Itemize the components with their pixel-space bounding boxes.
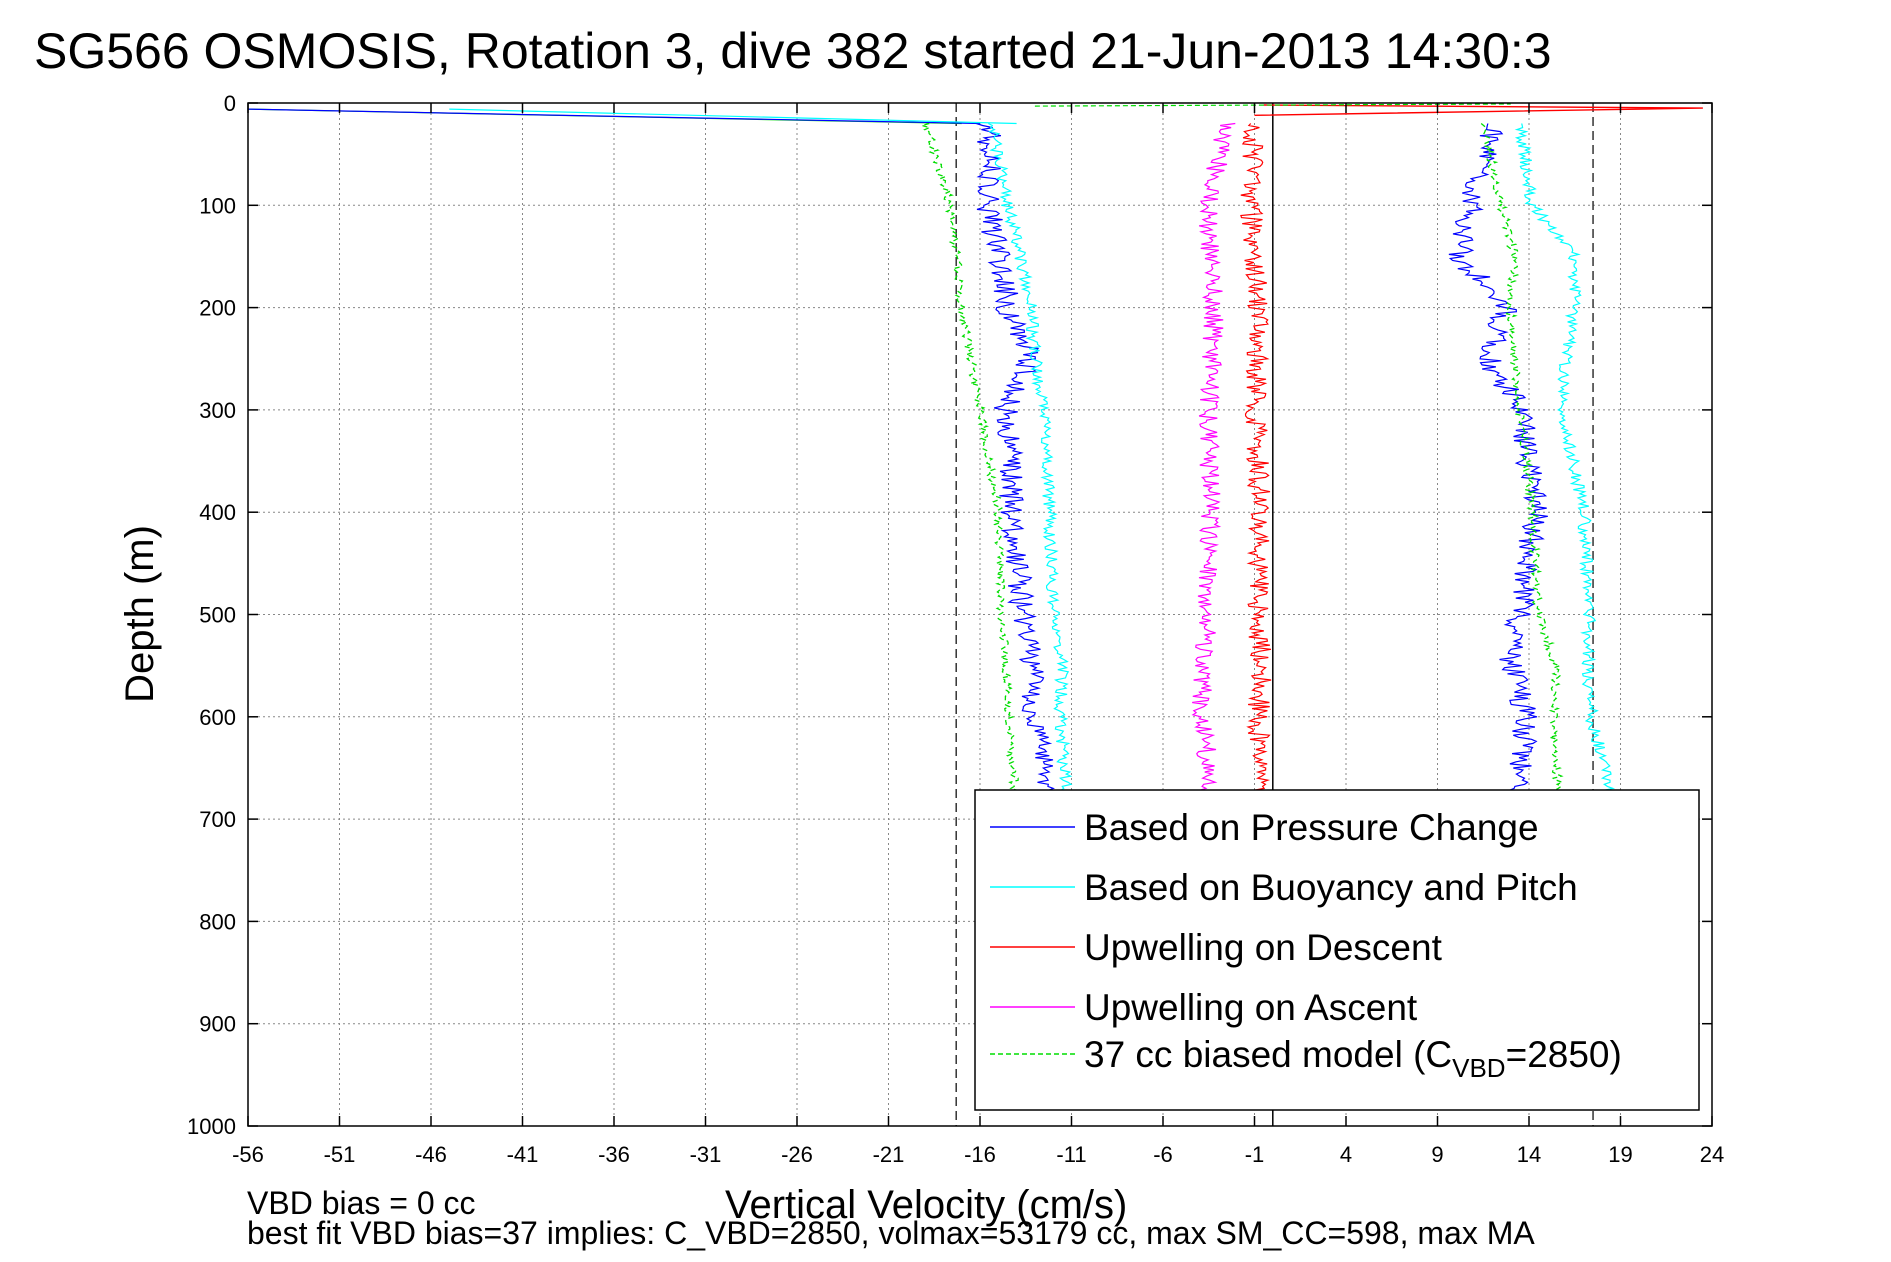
x-tick-label: -21 — [873, 1142, 905, 1167]
y-tick-label: 500 — [199, 603, 236, 628]
series-pressure-surface-transient — [247, 108, 981, 125]
x-tick-label: -46 — [415, 1142, 447, 1167]
x-tick-label: 9 — [1431, 1142, 1443, 1167]
legend-label: 37 cc biased model (CVBD=2850) — [1084, 1034, 1622, 1083]
chart-title: SG566 OSMOSIS, Rotation 3, dive 382 star… — [34, 23, 1552, 79]
x-tick-label: -36 — [598, 1142, 630, 1167]
x-tick-label: 24 — [1700, 1142, 1724, 1167]
y-tick-label: 1000 — [187, 1114, 236, 1139]
x-tick-label: -51 — [324, 1142, 356, 1167]
x-tick-label: 14 — [1517, 1142, 1541, 1167]
x-tick-label: -1 — [1245, 1142, 1265, 1167]
series-buoyancy-surface-transient — [449, 108, 1017, 125]
legend: Based on Pressure Change Based on Buoyanc… — [974, 789, 1700, 1111]
x-axis-label: Vertical Velocity (cm/s) — [725, 1183, 1127, 1227]
y-tick-label: 900 — [199, 1012, 236, 1037]
legend-label: Based on Pressure Change — [1084, 807, 1539, 848]
legend-label: Upwelling on Descent — [1084, 927, 1443, 968]
x-tick-label: -6 — [1153, 1142, 1173, 1167]
footer-line-2: best fit VBD bias=37 implies: C_VBD=2850… — [247, 1215, 1535, 1251]
x-tick-label: -41 — [507, 1142, 539, 1167]
x-tick-label: -11 — [1056, 1142, 1086, 1167]
series-37-cc-biased-model-cvbd-2850-ascent — [1480, 123, 1565, 820]
series-based-on-buoyancy-and-pitch-descent — [987, 122, 1074, 820]
series-upwelling-on-descent — [1240, 123, 1272, 820]
legend-label: Upwelling on Ascent — [1084, 987, 1418, 1028]
y-tick-label: 400 — [199, 500, 236, 525]
series-layer — [247, 103, 1703, 820]
series-model-surface-line — [1034, 103, 1511, 107]
y-tick-label: 100 — [199, 193, 236, 218]
x-tick-label: -31 — [690, 1142, 722, 1167]
x-tick-label: -16 — [964, 1142, 996, 1167]
x-tick-label: 19 — [1608, 1142, 1632, 1167]
y-tick-label: 200 — [199, 296, 236, 321]
legend-box — [974, 789, 1700, 1111]
series-37-cc-biased-model-cvbd-2850-descent — [919, 122, 1021, 820]
y-axis-label: Depth (m) — [118, 525, 162, 703]
series-based-on-pressure-change-ascent — [1448, 123, 1548, 820]
y-tick-label: 0 — [224, 91, 236, 116]
y-tick-label: 700 — [199, 807, 236, 832]
series-based-on-pressure-change-descent — [976, 122, 1057, 820]
y-tick-label: 800 — [199, 909, 236, 934]
legend-label: Based on Buoyancy and Pitch — [1084, 867, 1578, 908]
series-descent-upwelling-surface-transient — [1254, 104, 1703, 116]
x-tick-label: 4 — [1340, 1142, 1352, 1167]
x-axis-ticks: -56 -51 -46 -41 -36 -31 -26 -21 -16 -11 -6 -1 4 9 14 19… — [232, 103, 1724, 1167]
series-based-on-buoyancy-and-pitch-ascent — [1514, 123, 1616, 820]
x-tick-label: -56 — [232, 1142, 264, 1167]
series-upwelling-on-ascent — [1191, 122, 1236, 820]
y-axis-ticks: 0 100 200 300 400 500 600 700 800 900 1000 — [187, 91, 1712, 1139]
y-tick-label: 600 — [199, 705, 236, 730]
footer-line-1: VBD bias = 0 cc — [247, 1185, 476, 1221]
x-tick-label: -26 — [781, 1142, 813, 1167]
y-tick-label: 300 — [199, 398, 236, 423]
